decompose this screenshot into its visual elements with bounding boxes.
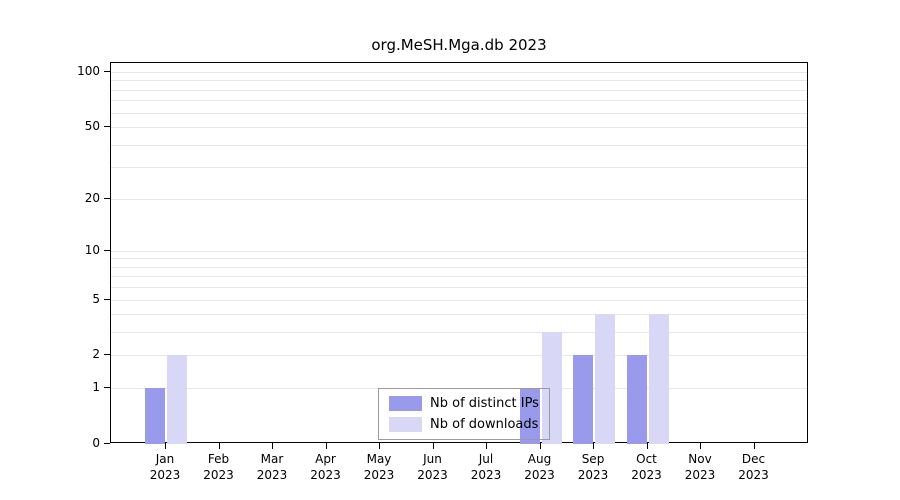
xtick-month-jan: Jan <box>155 452 175 466</box>
gridline-40 <box>111 144 807 146</box>
xtick-mark-apr <box>325 443 327 449</box>
xtick-month-jul: Jul <box>478 452 494 466</box>
gridline-8 <box>111 266 807 268</box>
xtick-label-may: May 2023 <box>347 451 411 483</box>
xtick-year-aug: 2023 <box>524 468 555 482</box>
xtick-label-jan: Jan 2023 <box>133 451 197 483</box>
xtick-mark-may <box>379 443 380 449</box>
xtick-mark-aug <box>539 443 541 449</box>
xtick-label-nov: Nov 2023 <box>668 451 732 483</box>
gridline-70 <box>111 100 807 102</box>
xtick-month-feb: Feb <box>207 452 230 466</box>
xtick-month-jun: Jun <box>423 452 442 466</box>
gridline-7 <box>111 276 807 278</box>
gridline-100 <box>111 72 807 73</box>
xtick-mark-feb <box>218 443 220 449</box>
xtick-label-apr: Apr 2023 <box>294 451 358 483</box>
bar-nb-of-distinct-ips-oct-2023 <box>626 355 647 444</box>
gridline-50 <box>111 127 807 129</box>
xtick-mark-jan <box>165 443 166 449</box>
xtick-label-jun: Jun 2023 <box>401 451 465 483</box>
legend-label-nb-of-distinct-ips: Nb of distinct IPs <box>430 396 539 411</box>
legend-swatch-nb-of-downloads <box>389 417 422 432</box>
xtick-year-jul: 2023 <box>470 468 502 482</box>
bar-nb-of-distinct-ips-sep-2023 <box>573 355 593 444</box>
gridline-30 <box>111 167 807 169</box>
bar-nb-of-downloads-jan-2023 <box>167 355 187 444</box>
xtick-year-dec: 2023 <box>738 468 769 482</box>
xtick-mark-mar <box>272 443 273 449</box>
xtick-month-may: May <box>366 452 392 466</box>
xtick-year-oct: 2023 <box>631 468 662 482</box>
xtick-label-sep: Sep 2023 <box>561 451 625 483</box>
plot-area <box>110 62 808 444</box>
xtick-label-mar: Mar 2023 <box>240 451 304 483</box>
xtick-year-may: 2023 <box>363 468 395 482</box>
xtick-mark-dec <box>753 443 755 449</box>
bar-nb-of-downloads-aug-2023 <box>541 332 562 444</box>
ytick-label-10: 10 <box>84 242 100 257</box>
bar-nb-of-downloads-sep-2023 <box>595 314 615 444</box>
gridline-60 <box>111 112 807 114</box>
xtick-year-feb: 2023 <box>203 468 234 482</box>
xtick-mark-oct <box>646 443 648 449</box>
ytick-label-5: 5 <box>92 291 100 306</box>
chart-title: org.MeSH.Mga.db 2023 <box>371 36 547 54</box>
ytick-label-20: 20 <box>84 190 100 205</box>
xtick-label-feb: Feb 2023 <box>187 451 251 483</box>
xtick-year-jan: 2023 <box>149 468 181 482</box>
gridline-2 <box>111 355 807 357</box>
ytick-label-50: 50 <box>84 119 100 134</box>
bar-nb-of-distinct-ips-jan-2023 <box>145 388 165 444</box>
xtick-month-oct: Oct <box>636 452 657 466</box>
gridline-80 <box>111 89 807 91</box>
xtick-month-apr: Apr <box>315 452 336 466</box>
xtick-label-jul: Jul 2023 <box>454 451 518 483</box>
gridline-5 <box>111 299 807 301</box>
legend-entry-nb-of-distinct-ips: Nb of distinct IPs <box>389 396 539 411</box>
gridline-20 <box>111 198 807 200</box>
legend: Nb of distinct IPs Nb of downloads <box>378 388 550 440</box>
xtick-mark-sep <box>593 443 594 449</box>
bar-nb-of-downloads-oct-2023 <box>648 314 669 444</box>
xtick-label-oct: Oct 2023 <box>615 451 679 483</box>
gridline-90 <box>111 80 807 82</box>
ytick-label-100: 100 <box>77 64 100 78</box>
gridline-3 <box>111 332 807 334</box>
legend-swatch-nb-of-distinct-ips <box>389 396 422 411</box>
xtick-year-mar: 2023 <box>256 468 288 482</box>
ytick-label-1: 1 <box>92 380 100 395</box>
legend-entry-nb-of-downloads: Nb of downloads <box>389 417 539 432</box>
legend-label-nb-of-downloads: Nb of downloads <box>430 417 539 432</box>
xtick-mark-jul <box>486 443 487 449</box>
xtick-year-jun: 2023 <box>417 468 448 482</box>
xtick-mark-nov <box>700 443 701 449</box>
ytick-mark-0 <box>104 443 110 444</box>
xtick-month-dec: Dec <box>741 452 766 466</box>
xtick-month-sep: Sep <box>581 452 605 466</box>
gridline-9 <box>111 258 807 260</box>
xtick-month-aug: Aug <box>527 452 552 466</box>
xtick-month-mar: Mar <box>260 452 284 466</box>
gridline-10 <box>111 250 807 252</box>
gridline-4 <box>111 314 807 316</box>
ytick-label-0: 0 <box>92 436 100 450</box>
bar-nb-of-distinct-ips-aug-2023 <box>519 388 540 444</box>
xtick-label-dec: Dec 2023 <box>722 451 786 483</box>
gridline-6 <box>111 287 807 289</box>
xtick-month-nov: Nov <box>688 452 712 466</box>
xtick-label-aug: Aug 2023 <box>508 451 572 483</box>
ytick-label-2: 2 <box>92 347 100 362</box>
xtick-mark-jun <box>432 443 434 449</box>
xtick-year-apr: 2023 <box>310 468 341 482</box>
xtick-year-nov: 2023 <box>684 468 716 482</box>
xtick-year-sep: 2023 <box>577 468 609 482</box>
